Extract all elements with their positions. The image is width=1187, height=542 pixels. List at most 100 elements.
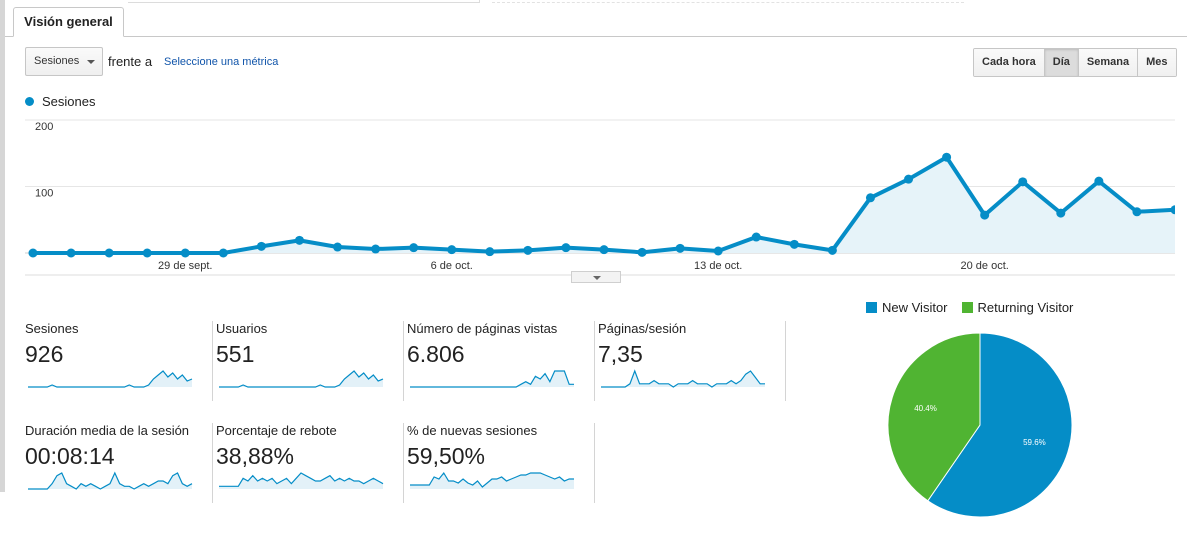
kpi-card[interactable]: Sesiones 926 — [25, 321, 213, 401]
data-point[interactable] — [1170, 205, 1176, 215]
kpi-label: Páginas/sesión — [598, 321, 687, 336]
data-point[interactable] — [180, 248, 190, 258]
kpi-label: % de nuevas sesiones — [407, 423, 538, 438]
pie-slice[interactable] — [887, 332, 981, 502]
period-week-button[interactable]: Semana — [1078, 49, 1139, 76]
data-point[interactable] — [485, 247, 495, 257]
kpi-label: Porcentaje de rebote — [216, 423, 337, 438]
left-edge-strip — [0, 0, 5, 492]
kpi-value: 551 — [216, 341, 255, 367]
kpi-label: Sesiones — [25, 321, 79, 336]
legend-swatch-icon — [961, 302, 973, 313]
sparkline-line — [28, 471, 193, 490]
data-point[interactable] — [28, 248, 38, 258]
kpi-sparkline — [410, 471, 574, 489]
kpi-label: Duración media de la sesión — [25, 423, 190, 438]
data-point[interactable] — [371, 244, 381, 254]
data-point[interactable] — [1132, 207, 1142, 217]
data-point[interactable] — [142, 248, 152, 258]
data-point[interactable] — [447, 245, 457, 255]
top-dashed-divider — [492, 2, 964, 3]
kpi-card[interactable]: Páginas/sesión 7,35 — [598, 321, 786, 401]
pie-slice[interactable] — [927, 332, 1073, 518]
sparkline-line — [28, 370, 193, 388]
legend-series-label: Sesiones — [42, 94, 96, 109]
kpi-value: 6.806 — [407, 341, 465, 367]
data-point[interactable] — [599, 245, 609, 255]
versus-label: frente a — [108, 54, 153, 69]
kpi-value: 38,88% — [216, 443, 295, 469]
data-point[interactable] — [523, 245, 533, 255]
data-point[interactable] — [865, 193, 875, 203]
period-selector: Cada hora Día Semana Mes — [973, 48, 1177, 77]
data-point[interactable] — [333, 242, 343, 252]
period-month-button[interactable]: Mes — [1138, 49, 1176, 76]
legend-dot-icon — [25, 97, 34, 106]
pie-slice-label: 40.4% — [914, 404, 937, 413]
kpi-card[interactable]: Porcentaje de rebote 38,88% — [216, 423, 404, 503]
data-point[interactable] — [218, 248, 228, 258]
sparkline-line — [601, 369, 765, 388]
visitor-pie-chart: 59.6% 40.4% — [887, 332, 1073, 518]
pie-slice-label: 59.6% — [1023, 438, 1046, 447]
kpi-card[interactable]: % de nuevas sesiones 59,50% — [407, 423, 595, 503]
data-point[interactable] — [1056, 208, 1066, 218]
sparkline-line — [410, 471, 574, 488]
y-tick-label: 100 — [35, 188, 53, 200]
period-day-button[interactable]: Día — [1044, 49, 1079, 76]
kpi-sparkline — [28, 370, 193, 388]
data-point[interactable] — [789, 239, 799, 249]
data-point[interactable] — [256, 241, 266, 251]
chevron-down-icon — [87, 60, 95, 64]
kpi-card[interactable]: Duración media de la sesión 00:08:14 — [25, 423, 213, 503]
metric-dropdown-value: Sesiones — [34, 55, 80, 67]
kpi-sparkline — [28, 471, 193, 490]
sparkline-fill — [410, 473, 574, 489]
data-point[interactable] — [1018, 177, 1028, 187]
data-point[interactable] — [294, 235, 304, 245]
kpi-value: 00:08:14 — [25, 443, 115, 469]
x-tick-label: 13 de oct. — [694, 260, 742, 272]
kpi-sparkline — [601, 369, 765, 388]
select-metric-link[interactable]: Seleccione una métrica — [164, 56, 279, 68]
kpi-card[interactable]: Número de páginas vistas 6.806 — [407, 321, 595, 401]
kpi-value: 59,50% — [407, 443, 486, 469]
kpi-label: Usuarios — [216, 321, 268, 336]
data-point[interactable] — [713, 246, 723, 256]
chart-resize-handle[interactable] — [571, 271, 621, 283]
sparkline-fill — [601, 371, 765, 387]
data-point[interactable] — [751, 232, 761, 242]
sparkline-fill — [410, 371, 574, 387]
pie-legend-label: Returning Visitor — [977, 300, 1074, 315]
data-point[interactable] — [561, 243, 571, 253]
sparkline-fill — [28, 371, 192, 387]
sessions-area-fill — [33, 157, 1175, 253]
metric-dropdown[interactable]: Sesiones — [25, 47, 103, 76]
data-point[interactable] — [942, 152, 952, 162]
tab-overview[interactable]: Visión general — [13, 7, 124, 37]
sparkline-line — [410, 370, 574, 388]
sessions-chart-svg: 200 100 29 de sept. 6 de oct. 13 de oct. 20 d… — [25, 119, 1176, 276]
sparkline-fill — [219, 371, 383, 387]
kpi-sparkline — [410, 370, 574, 388]
legend-swatch-icon — [866, 302, 877, 313]
data-point[interactable] — [66, 248, 76, 258]
x-tick-label: 6 de oct. — [431, 260, 473, 272]
kpi-value: 7,35 — [598, 341, 643, 367]
pie-legend-new-visitor: New Visitor — [866, 300, 948, 315]
kpi-card[interactable]: Usuarios 551 — [216, 321, 404, 401]
x-tick-label: 29 de sept. — [158, 260, 212, 272]
data-point[interactable] — [827, 245, 837, 255]
data-point[interactable] — [675, 243, 685, 253]
kpi-value: 926 — [25, 341, 64, 367]
pie-legend-label: New Visitor — [882, 300, 948, 315]
data-point[interactable] — [904, 174, 914, 184]
data-point[interactable] — [104, 248, 114, 258]
data-point[interactable] — [409, 243, 419, 253]
data-point[interactable] — [980, 210, 990, 220]
pie-legend: New Visitor Returning Visitor — [866, 300, 1073, 315]
tab-baseline — [5, 36, 1187, 37]
data-point[interactable] — [1094, 176, 1104, 186]
data-point[interactable] — [637, 247, 647, 257]
period-hourly-button[interactable]: Cada hora — [974, 49, 1045, 76]
